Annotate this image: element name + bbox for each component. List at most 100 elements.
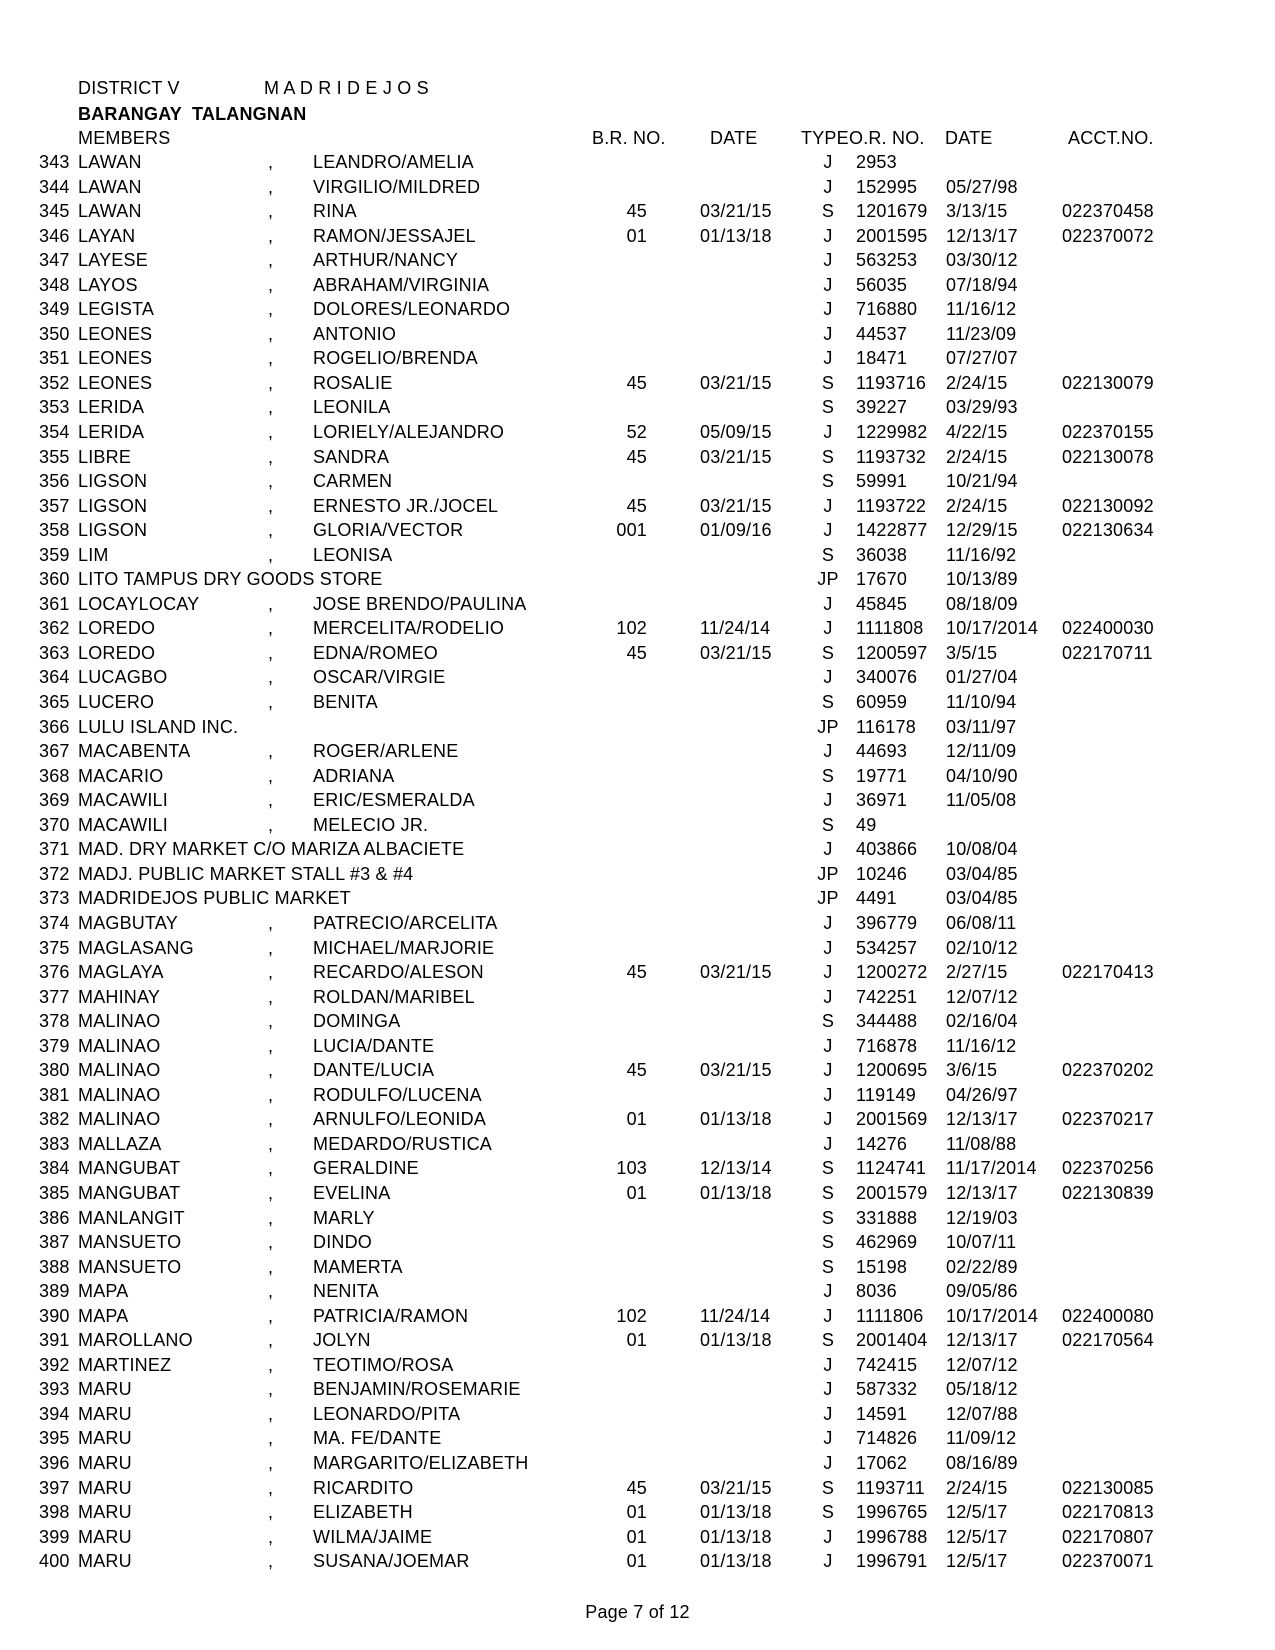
surname: MAPA bbox=[78, 1305, 129, 1326]
acct-no-column-header: ACCT.NO. bbox=[1068, 128, 1154, 148]
type-code: S bbox=[821, 1502, 835, 1523]
surname: LIGSON bbox=[78, 520, 148, 541]
comma-separator: , bbox=[268, 372, 274, 393]
given-names: ERNESTO JR./JOCEL bbox=[313, 495, 499, 516]
comma-separator: , bbox=[268, 152, 274, 172]
surname: LAWAN bbox=[78, 201, 142, 222]
row-number: 355 bbox=[39, 446, 70, 467]
surname: MADRIDEJOS PUBLIC MARKET bbox=[78, 888, 351, 909]
br-no: 45 bbox=[626, 642, 647, 663]
row-number: 394 bbox=[39, 1403, 70, 1424]
or-no-column-header: O.R. NO. bbox=[849, 128, 925, 148]
surname: LUCERO bbox=[78, 692, 155, 713]
or-date: 4/22/15 bbox=[946, 422, 1008, 443]
table-row: 363 LOREDO, EDNA/ROMEO 45 03/21/15 S 1200597 3/… bbox=[0, 641, 1275, 666]
comma-separator: , bbox=[268, 1428, 274, 1449]
br-date: 03/21/15 bbox=[700, 962, 772, 983]
comma-separator: , bbox=[268, 1477, 274, 1498]
acct-no: 022130839 bbox=[1062, 1182, 1154, 1203]
comma-separator: , bbox=[268, 1133, 274, 1154]
acct-no: 022130078 bbox=[1062, 446, 1154, 467]
or-no: 36038 bbox=[856, 544, 908, 565]
given-names: VIRGILIO/MILDRED bbox=[313, 176, 481, 197]
given-names: EVELINA bbox=[313, 1182, 391, 1203]
or-no: 152995 bbox=[856, 176, 918, 197]
comma-separator: , bbox=[268, 1403, 274, 1424]
or-date: 02/10/12 bbox=[946, 937, 1018, 958]
type-code: J bbox=[823, 618, 833, 639]
comma-separator: , bbox=[268, 397, 274, 418]
or-no: 403866 bbox=[856, 839, 918, 860]
acct-no: 022170807 bbox=[1062, 1526, 1154, 1547]
or-date: 12/11/09 bbox=[946, 741, 1017, 762]
row-number: 389 bbox=[39, 1281, 70, 1302]
table-row: 360 LITO TAMPUS DRY GOODS STORE JP 17670 10/… bbox=[0, 567, 1275, 592]
given-names: RAMON/JESSAJEL bbox=[313, 225, 476, 246]
given-names: ARNULFO/LEONIDA bbox=[313, 1109, 487, 1130]
surname: MARU bbox=[78, 1526, 132, 1547]
br-date: 03/21/15 bbox=[700, 446, 772, 467]
given-names: OSCAR/VIRGIE bbox=[313, 667, 446, 688]
br-no: 45 bbox=[626, 1477, 647, 1498]
type-code: JP bbox=[817, 569, 839, 590]
comma-separator: , bbox=[268, 1354, 274, 1375]
table-row: 345 LAWAN, RINA 45 03/21/15 S 1201679 3/13/15 02… bbox=[0, 199, 1275, 224]
comma-separator: , bbox=[268, 1281, 274, 1302]
acct-no: 022130085 bbox=[1062, 1477, 1154, 1498]
type-code: J bbox=[823, 1035, 833, 1056]
type-code: J bbox=[823, 1379, 833, 1400]
or-no: 44693 bbox=[856, 741, 908, 762]
type-code: S bbox=[821, 1158, 835, 1179]
or-no: 1996765 bbox=[856, 1502, 928, 1523]
or-date: 03/29/93 bbox=[946, 397, 1018, 418]
or-no: 2953 bbox=[856, 152, 897, 172]
row-number: 360 bbox=[39, 569, 70, 590]
surname: MAGLAYA bbox=[78, 962, 164, 983]
or-date: 12/13/17 bbox=[946, 1109, 1018, 1130]
row-number: 375 bbox=[39, 937, 70, 958]
or-date: 11/05/08 bbox=[946, 790, 1017, 811]
table-row: 398 MARU, ELIZABETH 01 01/13/18 S 1996765 12/5/… bbox=[0, 1500, 1275, 1525]
given-names: BENJAMIN/ROSEMARIE bbox=[313, 1379, 521, 1400]
table-row: 370 MACAWILI, MELECIO JR. S 49 bbox=[0, 813, 1275, 838]
comma-separator: , bbox=[268, 814, 274, 835]
type-code: JP bbox=[817, 888, 839, 909]
comma-separator: , bbox=[268, 593, 274, 614]
type-code: S bbox=[821, 446, 835, 467]
br-no: 01 bbox=[626, 225, 647, 246]
or-no: 18471 bbox=[856, 348, 908, 369]
surname: MAHINAY bbox=[78, 986, 161, 1007]
or-date: 10/17/2014 bbox=[946, 618, 1039, 639]
surname: MACARIO bbox=[78, 765, 164, 786]
comma-separator: , bbox=[268, 225, 274, 246]
comma-separator: , bbox=[268, 1526, 274, 1547]
table-row: 381 MALINAO, RODULFO/LUCENA J 119149 04/26/97 bbox=[0, 1083, 1275, 1108]
or-date: 06/08/11 bbox=[946, 912, 1017, 933]
surname: MARU bbox=[78, 1551, 132, 1572]
given-names: DINDO bbox=[313, 1232, 372, 1253]
or-date: 11/17/2014 bbox=[946, 1158, 1037, 1179]
surname: LEONES bbox=[78, 348, 153, 369]
type-code: J bbox=[823, 1084, 833, 1105]
comma-separator: , bbox=[268, 201, 274, 222]
row-number: 391 bbox=[39, 1330, 70, 1351]
table-row: 364 LUCAGBO, OSCAR/VIRGIE J 340076 01/27/04 bbox=[0, 665, 1275, 690]
table-row: 356 LIGSON, CARMEN S 59991 10/21/94 bbox=[0, 469, 1275, 494]
table-row: 352 LEONES, ROSALIE 45 03/21/15 S 1193716 2/24/… bbox=[0, 371, 1275, 396]
surname: MANGUBAT bbox=[78, 1182, 181, 1203]
or-no: 36971 bbox=[856, 790, 908, 811]
type-code: J bbox=[823, 667, 833, 688]
br-no: 001 bbox=[616, 520, 647, 541]
given-names: MEDARDO/RUSTICA bbox=[313, 1133, 493, 1154]
surname: LIM bbox=[78, 544, 109, 565]
type-code: J bbox=[823, 1452, 833, 1473]
type-code: S bbox=[821, 1182, 835, 1203]
table-row: 380 MALINAO, DANTE/LUCIA 45 03/21/15 J 1200695… bbox=[0, 1058, 1275, 1083]
type-code: J bbox=[823, 1526, 833, 1547]
surname: MALINAO bbox=[78, 1084, 161, 1105]
surname: MANLANGIT bbox=[78, 1207, 185, 1228]
row-number: 400 bbox=[39, 1551, 70, 1572]
acct-no: 022130634 bbox=[1062, 520, 1154, 541]
table-row: 387 MANSUETO, DINDO S 462969 10/07/11 bbox=[0, 1230, 1275, 1255]
table-row: 390 MAPA, PATRICIA/RAMON 102 11/24/14 J 111180… bbox=[0, 1304, 1275, 1329]
